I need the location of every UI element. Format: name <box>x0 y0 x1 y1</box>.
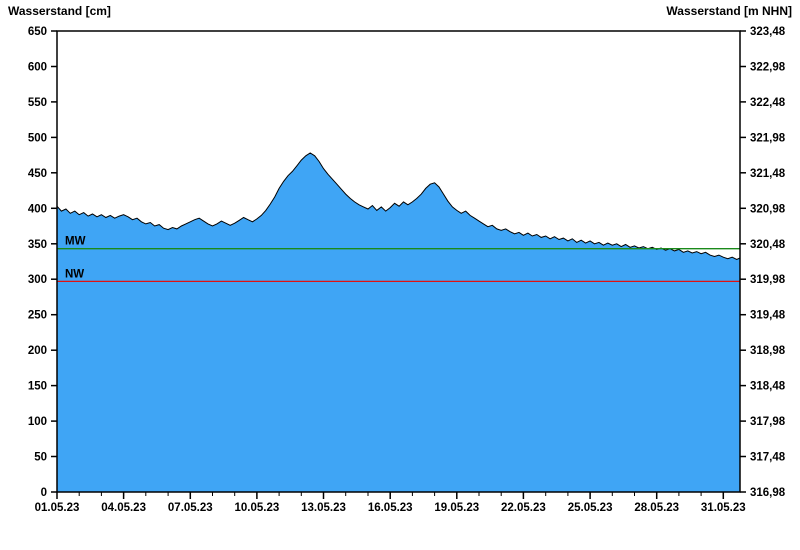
svg-text:550: 550 <box>28 97 47 109</box>
svg-text:13.05.23: 13.05.23 <box>301 502 346 514</box>
svg-text:10.05.23: 10.05.23 <box>235 502 280 514</box>
left-axis-title: Wasserstand [cm] <box>8 4 111 18</box>
svg-text:318,98: 318,98 <box>750 345 786 357</box>
svg-text:01.05.23: 01.05.23 <box>35 502 80 514</box>
svg-text:22.05.23: 22.05.23 <box>501 502 546 514</box>
svg-text:321,98: 321,98 <box>750 132 786 144</box>
svg-text:0: 0 <box>41 487 47 499</box>
svg-text:319,48: 319,48 <box>750 310 786 322</box>
right-axis-title: Wasserstand [m NHN] <box>666 4 792 18</box>
svg-text:319,98: 319,98 <box>750 274 786 286</box>
svg-text:321,48: 321,48 <box>750 168 786 180</box>
svg-text:320,98: 320,98 <box>750 203 786 215</box>
svg-text:MW: MW <box>65 236 86 248</box>
svg-text:07.05.23: 07.05.23 <box>168 502 213 514</box>
svg-text:28.05.23: 28.05.23 <box>634 502 679 514</box>
svg-text:350: 350 <box>28 239 47 251</box>
svg-text:300: 300 <box>28 274 47 286</box>
svg-text:150: 150 <box>28 381 47 393</box>
svg-text:317,98: 317,98 <box>750 416 786 428</box>
svg-text:650: 650 <box>28 26 47 38</box>
svg-text:250: 250 <box>28 310 47 322</box>
svg-text:323,48: 323,48 <box>750 26 786 38</box>
svg-text:316,98: 316,98 <box>750 487 786 499</box>
svg-text:400: 400 <box>28 203 47 215</box>
svg-text:450: 450 <box>28 168 47 180</box>
svg-text:320,48: 320,48 <box>750 239 786 251</box>
svg-text:600: 600 <box>28 62 47 74</box>
svg-text:16.05.23: 16.05.23 <box>368 502 413 514</box>
svg-text:100: 100 <box>28 416 47 428</box>
svg-text:322,98: 322,98 <box>750 62 786 74</box>
svg-text:50: 50 <box>34 452 47 464</box>
svg-text:317,48: 317,48 <box>750 452 786 464</box>
svg-text:200: 200 <box>28 345 47 357</box>
svg-text:25.05.23: 25.05.23 <box>568 502 613 514</box>
svg-text:500: 500 <box>28 132 47 144</box>
svg-text:19.05.23: 19.05.23 <box>434 502 479 514</box>
svg-text:31.05.23: 31.05.23 <box>701 502 746 514</box>
svg-text:NW: NW <box>65 268 84 280</box>
svg-text:04.05.23: 04.05.23 <box>101 502 146 514</box>
svg-text:318,48: 318,48 <box>750 381 786 393</box>
svg-text:322,48: 322,48 <box>750 97 786 109</box>
